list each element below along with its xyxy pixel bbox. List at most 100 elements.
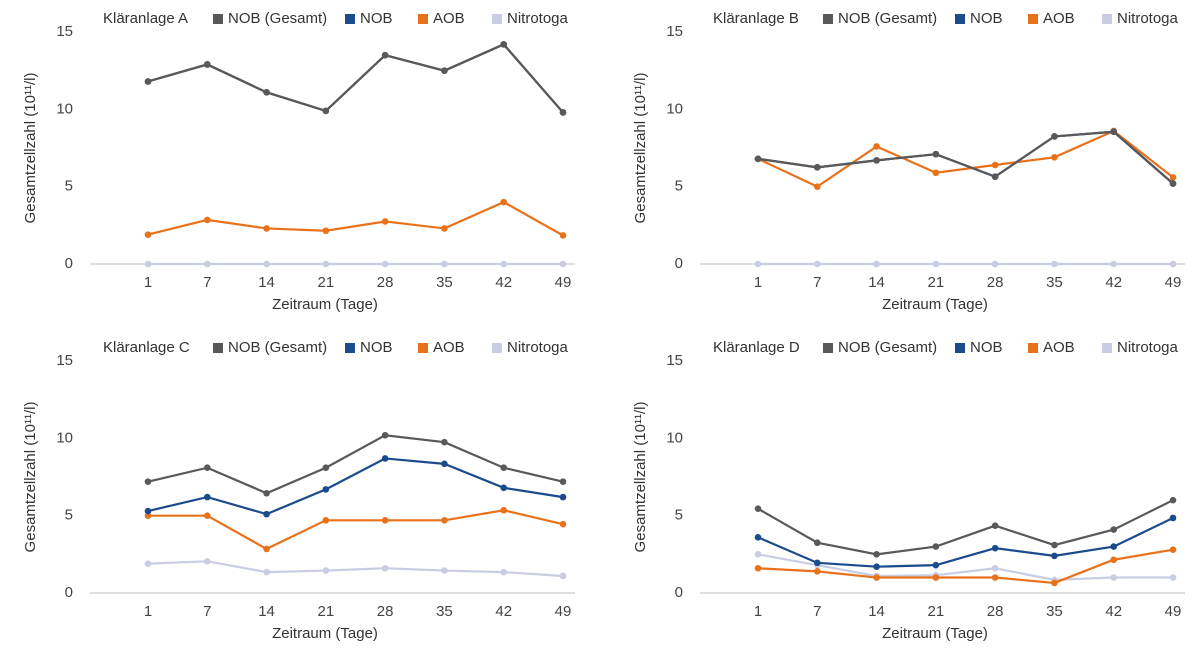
legend-swatch [1028, 14, 1038, 24]
data-point [203, 464, 211, 472]
data-point [813, 568, 821, 575]
legend-swatch [823, 14, 833, 24]
x-tick-label: 35 [1046, 603, 1063, 620]
x-tick-label: 35 [436, 603, 453, 620]
y-tick-label: 10 [56, 429, 73, 446]
legend-swatch [345, 14, 355, 24]
data-point [322, 227, 330, 235]
data-point [1051, 133, 1058, 140]
x-tick-label: 1 [144, 274, 152, 291]
legend-swatch [345, 343, 355, 353]
data-point [559, 109, 567, 116]
legend-swatch [213, 343, 223, 353]
x-tick-label: 42 [495, 274, 512, 291]
data-point [991, 574, 999, 581]
data-point [263, 545, 270, 553]
legend-swatch [1102, 14, 1112, 24]
data-point [322, 260, 330, 268]
x-tick-label: 1 [144, 603, 152, 620]
y-axis-label: Gesamtzellzahl (10¹¹/l) [22, 73, 39, 224]
x-tick-label: 1 [754, 274, 762, 291]
y-tick-label: 10 [666, 429, 683, 446]
data-point [500, 198, 508, 206]
data-point [500, 568, 508, 576]
x-tick-label: 14 [868, 274, 885, 291]
data-point [1110, 556, 1118, 564]
data-point [381, 455, 389, 462]
data-point [991, 173, 999, 180]
x-tick-label: 1 [754, 603, 762, 620]
data-point [754, 505, 762, 513]
x-tick-label: 21 [928, 274, 945, 291]
legend-swatch [492, 343, 502, 353]
data-point [203, 493, 211, 501]
data-point [932, 561, 940, 569]
data-point [144, 478, 152, 485]
x-tick-label: 28 [987, 603, 1004, 620]
legend-label: AOB [1043, 10, 1075, 27]
data-point [322, 464, 330, 472]
legend-label: Nitrotoga [1117, 339, 1179, 356]
x-axis-label: Zeitraum (Tage) [882, 296, 988, 313]
data-point [991, 161, 999, 169]
series-line [757, 130, 1174, 185]
series-line [757, 130, 1174, 185]
x-tick-label: 42 [1105, 603, 1122, 620]
y-tick-label: 0 [675, 255, 683, 272]
legend-swatch [492, 14, 502, 24]
data-point [322, 517, 330, 524]
data-point [873, 551, 880, 558]
x-axis-label: Zeitraum (Tage) [882, 625, 988, 642]
data-point [500, 506, 508, 514]
data-point [381, 51, 389, 59]
legend-swatch [1102, 343, 1112, 353]
series-line [757, 548, 1174, 585]
x-tick-label: 14 [868, 603, 885, 620]
x-tick-label: 28 [377, 603, 394, 620]
data-point [144, 512, 152, 519]
data-point [1110, 260, 1118, 268]
y-tick-label: 5 [65, 178, 73, 195]
chart-title: Kläranlage D [713, 339, 800, 356]
y-axis-label: Gesamtzellzahl (10¹¹/l) [632, 402, 649, 553]
data-point [203, 260, 211, 268]
x-tick-label: 28 [377, 274, 394, 291]
series-line [757, 499, 1174, 556]
y-tick-label: 5 [675, 178, 683, 195]
chart-title: Kläranlage B [713, 10, 799, 27]
legend-label: NOB (Gesamt) [838, 339, 937, 356]
legend-label: NOB (Gesamt) [838, 10, 937, 27]
data-point [1169, 180, 1177, 187]
y-tick-label: 5 [675, 507, 683, 524]
data-point [1110, 574, 1118, 581]
panel: Kläranlage B NOB (Gesamt) NOB AOB Nitrotoga 0… [632, 10, 1185, 313]
data-point [144, 78, 152, 85]
x-tick-label: 35 [1046, 274, 1063, 291]
x-tick-label: 49 [555, 603, 572, 620]
data-point [559, 232, 567, 239]
data-point [1169, 496, 1177, 504]
legend-label: NOB [970, 339, 1003, 356]
series-line [147, 434, 564, 495]
data-point [1110, 543, 1118, 550]
data-point [263, 89, 270, 96]
y-tick-label: 10 [666, 100, 683, 117]
data-point [754, 155, 762, 163]
data-point [813, 539, 821, 547]
data-point [441, 225, 448, 232]
data-point [263, 568, 270, 576]
y-tick-label: 15 [56, 352, 73, 369]
legend-label: Nitrotoga [507, 10, 569, 27]
data-point [381, 260, 389, 268]
data-point [322, 486, 330, 493]
legend-label: AOB [1043, 339, 1075, 356]
data-point [873, 143, 880, 150]
data-point [500, 41, 508, 48]
data-point [381, 218, 389, 225]
data-point [873, 260, 880, 268]
x-tick-label: 7 [813, 274, 821, 291]
data-point [381, 517, 389, 524]
data-point [441, 567, 448, 574]
data-point [813, 559, 821, 567]
x-tick-label: 7 [203, 274, 211, 291]
